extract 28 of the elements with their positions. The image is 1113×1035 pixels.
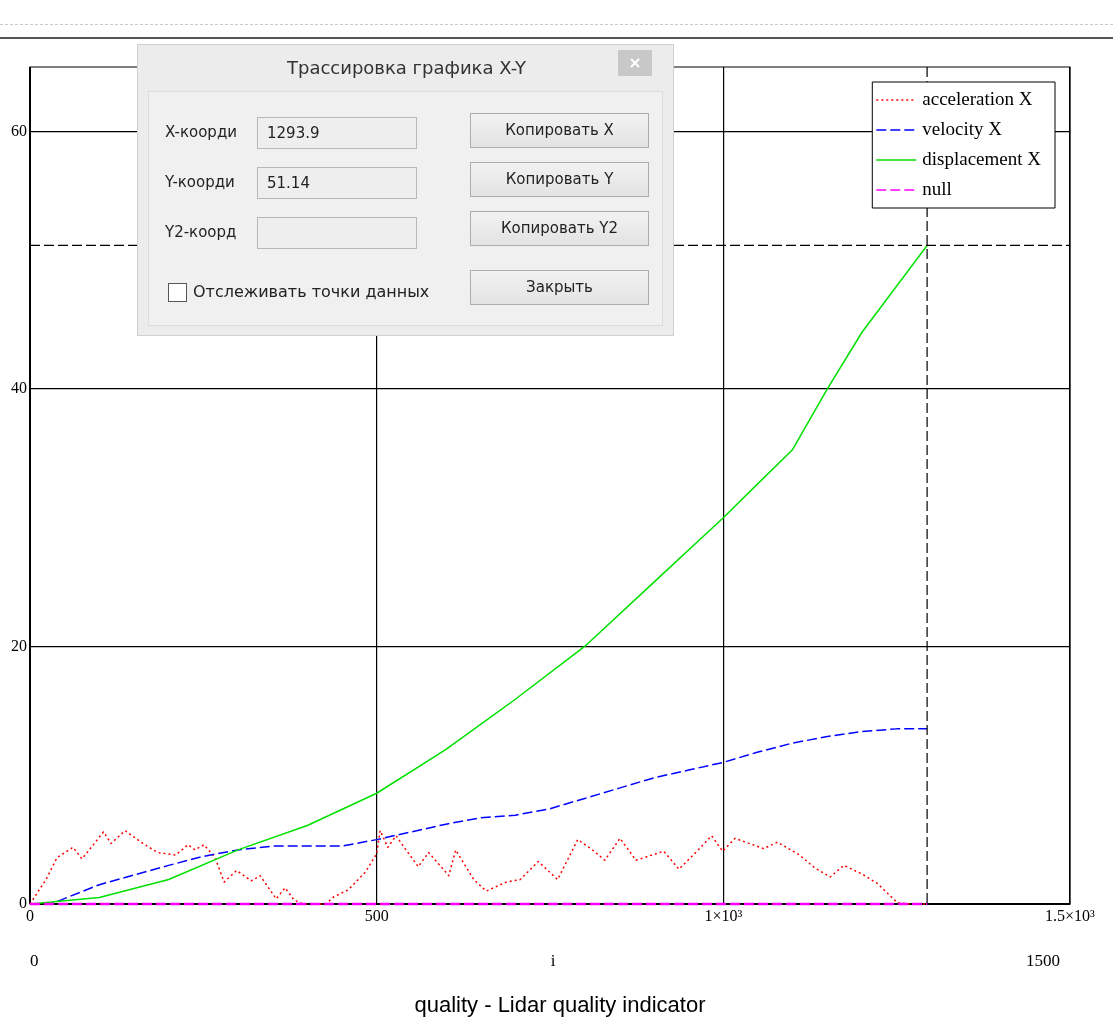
x-tick-label: 1.5×10³ bbox=[1045, 906, 1096, 924]
annotation: Трассировка графика X-Y bbox=[286, 57, 527, 78]
annotation: X-коорди bbox=[165, 123, 238, 141]
legend-label: velocity X bbox=[922, 117, 1003, 139]
y-tick-label: 40 bbox=[11, 379, 27, 397]
annotation: Y2-коорд bbox=[165, 223, 238, 241]
y-tick-label: 0 bbox=[19, 894, 27, 912]
annotation: 51.14 bbox=[267, 174, 310, 192]
button: Копировать X bbox=[470, 113, 649, 148]
y-tick-label: 20 bbox=[11, 636, 27, 654]
text: quality - Lidar quality indicator bbox=[414, 992, 706, 1018]
x-tick-label: 1×10³ bbox=[704, 906, 743, 924]
button: Копировать Y bbox=[470, 162, 649, 197]
legend-label: acceleration X bbox=[922, 87, 1033, 109]
text-field: 1293.9 bbox=[257, 117, 417, 149]
annotation: Y-коорди bbox=[165, 173, 236, 191]
x-tick-label: 500 bbox=[364, 906, 389, 924]
text-field: 51.14 bbox=[257, 167, 417, 199]
annotation: Отслеживать точки данных bbox=[193, 282, 430, 301]
legend-label: displacement X bbox=[922, 147, 1042, 169]
line-series bbox=[29, 829, 928, 905]
button: Закрыть bbox=[470, 270, 649, 305]
x-axis-title: i bbox=[550, 951, 556, 971]
text: 1500 bbox=[1026, 951, 1060, 971]
y-tick-label: 60 bbox=[11, 121, 27, 139]
legend-label: null bbox=[922, 177, 952, 199]
button: Копировать Y2 bbox=[470, 211, 649, 246]
annotation: 1293.9 bbox=[267, 124, 320, 142]
